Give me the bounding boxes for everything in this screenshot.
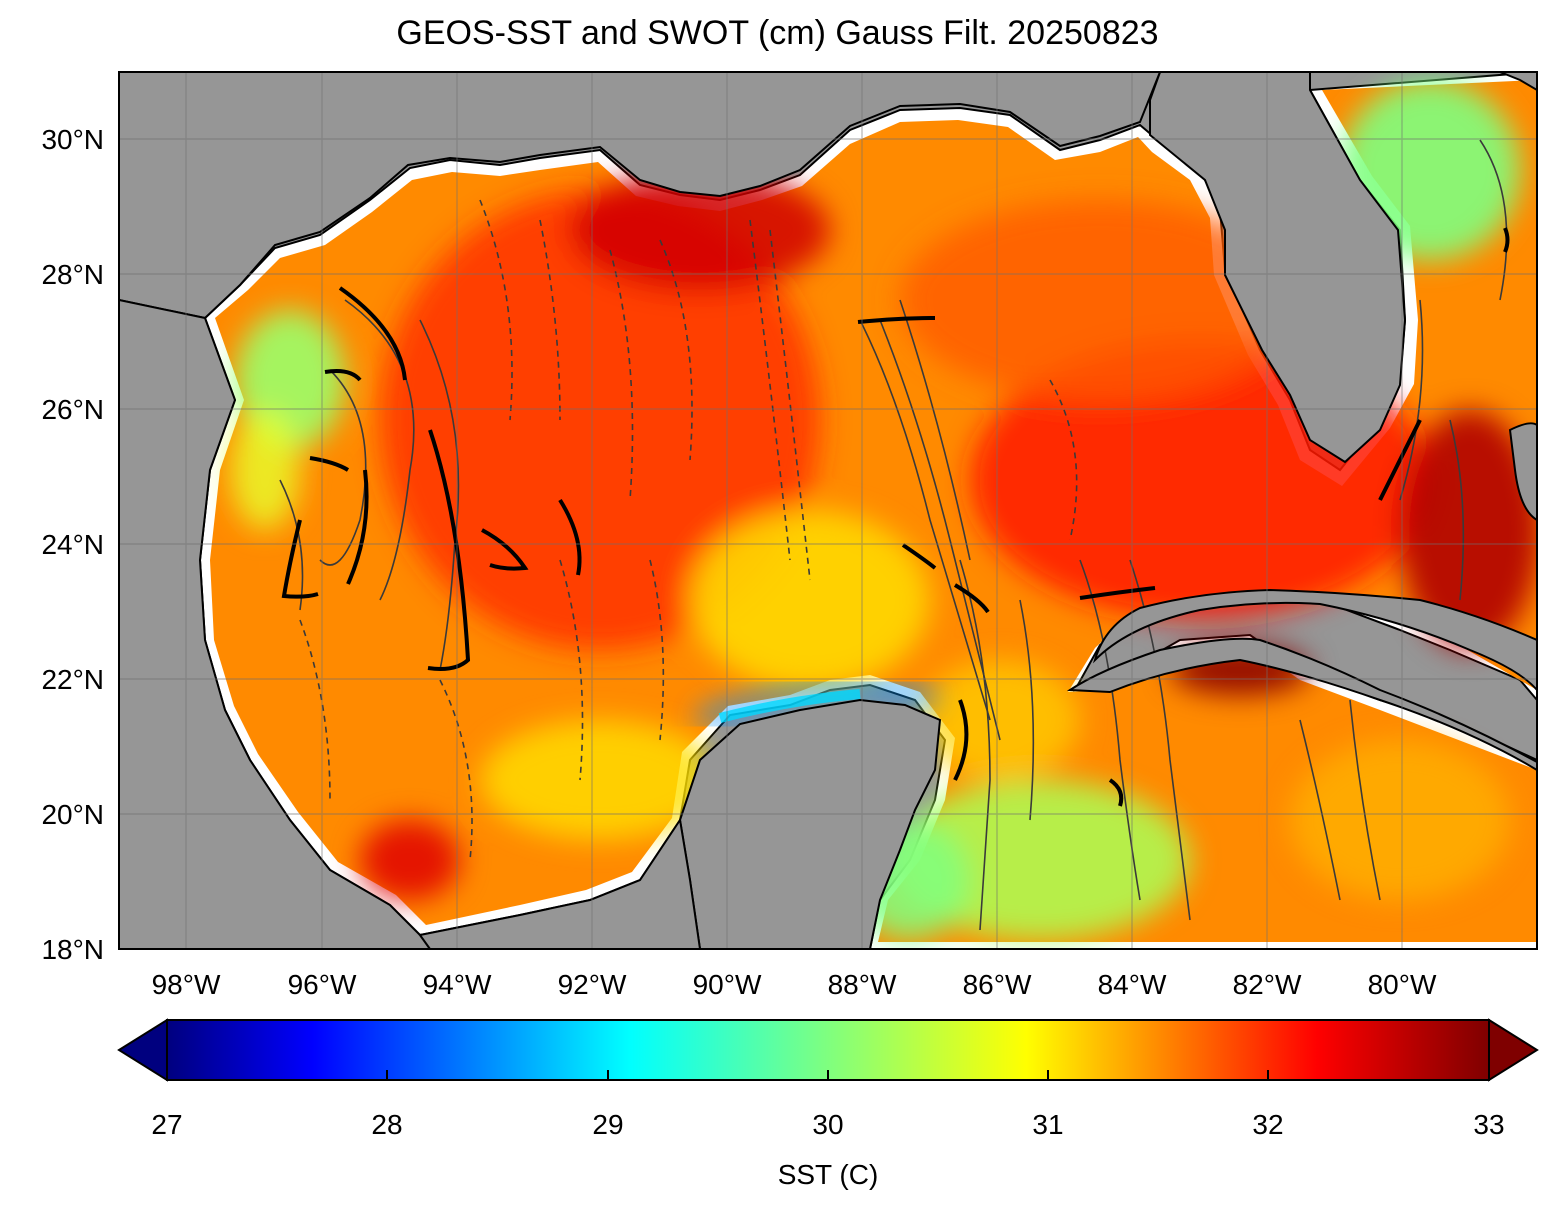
colorbar-extend-min <box>117 1018 168 1082</box>
lon-tick-label: 96°W <box>288 969 357 1000</box>
land-mexico-south <box>418 817 702 949</box>
lon-tick-label: 88°W <box>828 969 897 1000</box>
lon-tick-label: 92°W <box>558 969 627 1000</box>
colorbar: 27 28 29 30 31 32 33 SST (C) <box>117 1018 1539 1190</box>
colorbar-tick-label: 31 <box>1032 1109 1063 1140</box>
lon-tick-label: 82°W <box>1233 969 1302 1000</box>
colorbar-tick-label: 32 <box>1252 1109 1283 1140</box>
land-bahamas <box>1508 422 1537 522</box>
colorbar-extend-max <box>1488 1018 1539 1082</box>
map-panel[interactable] <box>119 72 1540 949</box>
land-cuba-south <box>1066 637 1537 772</box>
lat-tick-label: 18°N <box>41 934 104 965</box>
lon-tick-label: 90°W <box>693 969 762 1000</box>
lat-tick-label: 22°N <box>41 664 104 695</box>
grid-lines <box>119 72 1537 949</box>
lon-tick-label: 98°W <box>152 969 221 1000</box>
colorbar-tick-label: 33 <box>1473 1109 1504 1140</box>
lon-tick-label: 84°W <box>1098 969 1167 1000</box>
lat-tick-label: 30°N <box>41 124 104 155</box>
colorbar-ticks <box>166 1070 1490 1080</box>
land-florida <box>1149 72 1407 464</box>
lon-tick-label: 86°W <box>963 969 1032 1000</box>
lon-axis: 98°W 96°W 94°W 92°W 90°W 88°W 86°W 84°W … <box>152 969 1437 1000</box>
lon-tick-label: 80°W <box>1368 969 1437 1000</box>
lat-tick-label: 24°N <box>41 529 104 560</box>
colorbar-tick-label: 28 <box>371 1109 402 1140</box>
colorbar-tick-label: 29 <box>592 1109 623 1140</box>
lon-tick-label: 94°W <box>423 969 492 1000</box>
cold-band <box>697 679 938 728</box>
map-title: GEOS-SST and SWOT (cm) Gauss Filt. 20250… <box>396 14 1159 52</box>
lat-axis: 30°N 28°N 26°N 24°N 22°N 20°N 18°N <box>41 124 104 965</box>
land-north <box>119 72 1162 320</box>
land-yucatan <box>678 698 942 949</box>
lat-tick-label: 26°N <box>41 394 104 425</box>
swot-contours-bold <box>281 227 1510 807</box>
map-frame <box>118 71 1538 950</box>
swot-contours <box>279 139 1508 931</box>
colorbar-tick-label: 27 <box>151 1109 182 1140</box>
colorbar-tick-label: 30 <box>812 1109 843 1140</box>
land-right-edge <box>1499 72 1537 92</box>
colorbar-title: SST (C) <box>778 1159 879 1190</box>
lat-tick-label: 28°N <box>41 259 104 290</box>
lat-tick-label: 20°N <box>41 799 104 830</box>
